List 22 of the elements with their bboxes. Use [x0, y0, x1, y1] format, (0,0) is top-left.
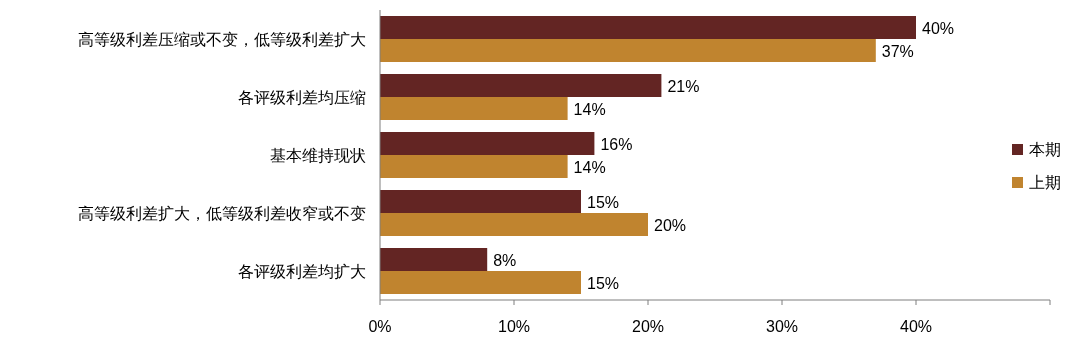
data-label: 20% — [654, 216, 687, 234]
x-tick-label: 0% — [368, 318, 392, 335]
data-label: 15% — [587, 193, 620, 211]
y-tick-label: 高等级利差压缩或不变，低等级利差扩大 — [78, 31, 366, 48]
data-label: 14% — [573, 100, 606, 118]
y-tick-label: 高等级利差扩大，低等级利差收窄或不变 — [78, 205, 366, 222]
x-tick-label: 30% — [765, 318, 799, 335]
x-tick-label: 40% — [899, 318, 933, 335]
data-label: 40% — [922, 19, 955, 37]
y-tick-label: 基本维持现状 — [270, 147, 366, 164]
legend-label: 上期 — [1029, 174, 1061, 191]
data-label: 14% — [573, 158, 606, 176]
data-label: 8% — [493, 251, 517, 269]
legend-label: 本期 — [1029, 141, 1061, 158]
y-tick-label: 各评级利差均压缩 — [238, 89, 366, 106]
x-tick-label: 10% — [497, 318, 531, 335]
x-tick-label: 20% — [631, 318, 665, 335]
y-tick-label: 各评级利差均扩大 — [238, 263, 366, 280]
data-label: 16% — [600, 135, 633, 153]
data-label: 21% — [667, 77, 700, 95]
data-label: 37% — [881, 42, 914, 60]
data-label: 15% — [587, 274, 620, 292]
